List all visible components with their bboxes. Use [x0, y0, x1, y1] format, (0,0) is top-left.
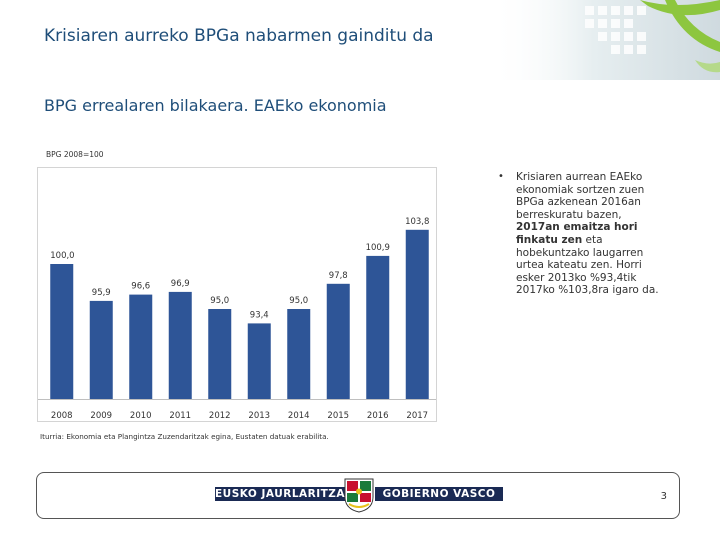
chart-unit-label: BPG 2008=100 [46, 150, 104, 159]
bar-2009 [89, 300, 113, 399]
bar-2013 [247, 323, 271, 399]
x-tick-label-2010: 2010 [130, 411, 152, 421]
source-note: Iturria: Ekonomia eta Plangintza Zuzenda… [40, 432, 329, 441]
footer-left-label: EUSKO JAURLARITZA [215, 487, 346, 501]
x-tick-label-2016: 2016 [367, 411, 389, 421]
bullet-text-part-2: eta hobekuntzako laugarren urtea kateatu… [516, 233, 659, 297]
bar-2015 [326, 283, 350, 399]
data-label-2009: 95,9 [92, 288, 111, 298]
x-tick-label-2015: 2015 [327, 411, 349, 421]
chart-frame: 100,0 2008 95,9 2009 96,6 2010 96,9 2011 95,0 201… [37, 167, 437, 422]
bar-2016 [366, 255, 390, 399]
bullet-text: Krisiaren aurrean EAEko ekonomiak sortze… [516, 171, 666, 297]
bullet-point: • Krisiaren aurrean EAEko ekonomiak sort… [498, 171, 666, 297]
footer: EUSKO JAURLARITZA GOBIERNO VASCO 3 [36, 472, 680, 519]
data-label-2017: 103,8 [405, 217, 429, 227]
bar-2008 [50, 264, 74, 399]
x-tick-label-2012: 2012 [209, 411, 231, 421]
bullet-dot-icon: • [498, 171, 504, 182]
bullet-text-bold: 2017an emaitza hori finkatu zen [516, 221, 638, 246]
bar-2011 [168, 291, 192, 399]
page-number: 3 [660, 491, 667, 502]
slide-title: Krisiaren aurreko BPGa nabarmen gainditu… [44, 26, 434, 46]
chart-subtitle: BPG errealaren bilakaera. EAEko ekonomia [44, 96, 387, 115]
x-tick-label-2011: 2011 [169, 411, 191, 421]
footer-right-label: GOBIERNO VASCO [375, 487, 503, 501]
data-label-2011: 96,9 [171, 279, 190, 289]
x-tick-label-2009: 2009 [90, 411, 112, 421]
corner-decoration [490, 0, 720, 80]
x-tick-label-2017: 2017 [406, 411, 428, 421]
data-label-2015: 97,8 [329, 271, 348, 281]
data-label-2012: 95,0 [210, 296, 229, 306]
x-tick-label-2013: 2013 [248, 411, 270, 421]
bullet-text-part-1: Krisiaren aurrean EAEko ekonomiak sortze… [516, 171, 645, 221]
bar-2010 [129, 294, 153, 399]
basque-government-crest-icon [344, 478, 374, 513]
data-label-2008: 100,0 [50, 251, 74, 261]
data-label-2014: 95,0 [289, 296, 308, 306]
x-tick-label-2008: 2008 [51, 411, 73, 421]
bar-chart: 100,0 2008 95,9 2009 96,6 2010 96,9 2011 95,0 201… [38, 217, 436, 421]
data-label-2010: 96,6 [131, 282, 150, 292]
x-tick-label-2014: 2014 [288, 411, 310, 421]
bar-2017 [405, 229, 429, 399]
bar-2014 [287, 309, 311, 399]
data-label-2016: 100,9 [366, 243, 390, 253]
data-label-2013: 93,4 [250, 310, 269, 320]
bar-2012 [208, 309, 232, 399]
